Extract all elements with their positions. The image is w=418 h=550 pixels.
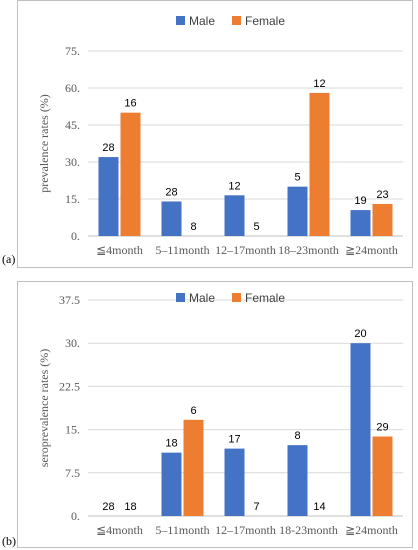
legend-label-male: Male xyxy=(189,14,215,28)
bar-female xyxy=(309,92,330,236)
bar-male xyxy=(161,201,182,236)
data-label: 19 xyxy=(354,195,366,207)
data-label: 23 xyxy=(376,189,388,201)
legend-swatch-female xyxy=(232,16,241,25)
data-label: 8 xyxy=(294,430,300,442)
data-label: 28 xyxy=(102,501,114,513)
category-label: ≦4month xyxy=(96,523,143,537)
data-label: 29 xyxy=(376,422,388,434)
category-label: 12–17month xyxy=(215,523,276,537)
data-label: 7 xyxy=(253,501,259,513)
y-tick-label: 15. xyxy=(65,192,80,206)
category-label: ≧24month xyxy=(345,243,398,257)
panel-label-a: (a) xyxy=(2,252,16,266)
bar-female xyxy=(120,112,141,236)
data-label: 5 xyxy=(253,221,259,233)
bar-male xyxy=(98,157,119,236)
y-tick-label: 37.5 xyxy=(59,293,80,307)
bar-male xyxy=(161,452,182,516)
y-tick-label: 7.5 xyxy=(65,466,80,480)
data-label: 18 xyxy=(124,501,136,513)
category-label: 5–11month xyxy=(155,243,209,257)
category-label: 12–17month xyxy=(215,243,276,257)
data-label: 16 xyxy=(124,98,136,110)
y-tick-label: 0. xyxy=(71,509,80,523)
y-tick-label: 22.5 xyxy=(59,379,80,393)
chart-panel-a: 0. 15. 30. 45. 60. 75. prevalence rates (%) ≦4m… xyxy=(17,0,413,268)
data-label: 5 xyxy=(294,172,300,184)
y-tick-label: 75. xyxy=(65,44,80,58)
bar-male xyxy=(224,195,245,236)
legend-swatch-female xyxy=(232,293,241,302)
bar-male xyxy=(350,343,371,516)
panel-label-b: (b) xyxy=(2,534,16,548)
bar-male xyxy=(287,186,308,236)
bar-female xyxy=(372,203,393,236)
bar-male xyxy=(350,210,371,236)
legend-swatch-male xyxy=(176,293,185,302)
y-tick-label: 45. xyxy=(65,118,80,132)
category-label: 18–23month xyxy=(278,243,339,257)
data-label: 12 xyxy=(228,180,240,192)
bar-male xyxy=(224,448,245,516)
y-axis-title: seroprevalence rates (%) xyxy=(37,349,51,468)
data-label: 8 xyxy=(190,221,196,233)
legend-label-male: Male xyxy=(189,291,215,305)
category-label: 18-23month xyxy=(279,523,338,537)
data-label: 18 xyxy=(165,438,177,450)
data-label: 6 xyxy=(190,405,196,417)
bar-male xyxy=(287,445,308,516)
y-tick-label: 30. xyxy=(65,155,80,169)
chart-b-svg: 0. 7.5 15. 22.5 30. 37.5 seroprevalence rates … xyxy=(37,291,403,537)
data-label: 28 xyxy=(102,142,114,154)
bar-female xyxy=(372,436,393,516)
y-tick-label: 30. xyxy=(65,336,80,350)
data-label: 14 xyxy=(313,501,325,513)
data-label: 12 xyxy=(313,78,325,90)
data-label: 17 xyxy=(228,434,240,446)
data-label: 20 xyxy=(354,328,366,340)
category-label: ≧24month xyxy=(345,523,398,537)
category-label: 5–11month xyxy=(155,523,209,537)
chart-a-svg: 0. 15. 30. 45. 60. 75. prevalence rates (%) ≦4m… xyxy=(37,14,403,257)
legend-label-female: Female xyxy=(245,14,285,28)
y-tick-label: 15. xyxy=(65,423,80,437)
y-axis-title: prevalence rates (%) xyxy=(37,94,51,193)
legend-label-female: Female xyxy=(245,291,285,305)
legend-swatch-male xyxy=(176,16,185,25)
chart-panel-b: 0. 7.5 15. 22.5 30. 37.5 seroprevalence rates … xyxy=(17,281,413,548)
data-label: 28 xyxy=(165,186,177,198)
bar-female xyxy=(183,419,204,516)
category-label: ≦4month xyxy=(96,243,143,257)
y-tick-label: 0. xyxy=(71,229,80,243)
y-tick-label: 60. xyxy=(65,81,80,95)
